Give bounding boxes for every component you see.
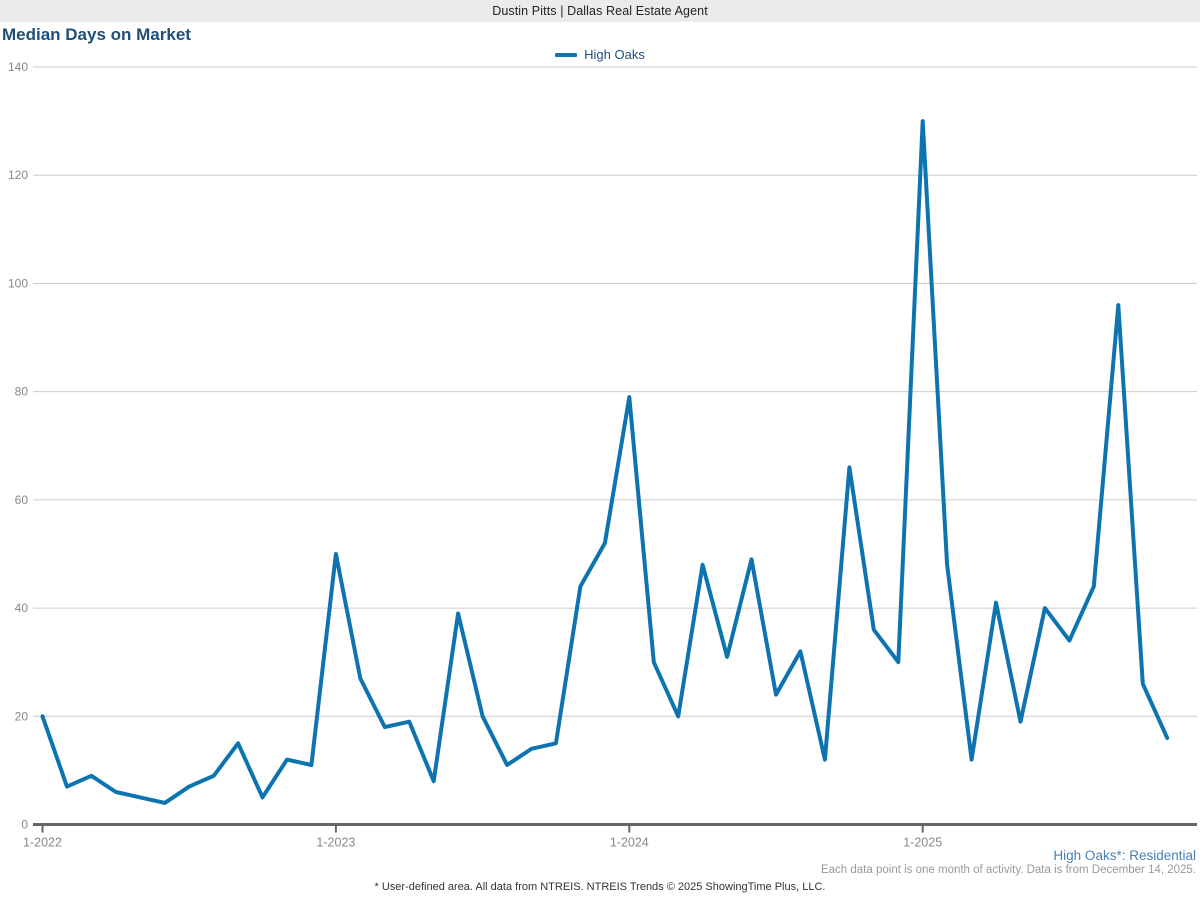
- y-axis-label: 0: [21, 818, 28, 832]
- y-axis-label: 100: [8, 276, 28, 290]
- x-axis-label: 1-2022: [23, 836, 62, 850]
- data-point-note: Each data point is one month of activity…: [820, 864, 1196, 876]
- site-title: Dustin Pitts | Dallas Real Estate Agent: [492, 4, 708, 18]
- x-axis-label: 1-2024: [610, 836, 649, 850]
- x-axis-label: 1-2023: [316, 836, 355, 850]
- header-bar: Dustin Pitts | Dallas Real Estate Agent: [0, 0, 1200, 22]
- y-axis-label: 80: [15, 385, 29, 399]
- legend-label: High Oaks: [584, 47, 645, 62]
- footer-disclaimer: * User-defined area. All data from NTREI…: [374, 881, 826, 893]
- x-axis-label: 1-2025: [903, 836, 942, 850]
- y-axis-label: 40: [15, 601, 29, 615]
- y-axis-label: 60: [15, 493, 29, 507]
- y-axis-label: 140: [8, 60, 28, 74]
- y-axis-label: 20: [15, 709, 29, 723]
- series-note-link[interactable]: High Oaks*: Residential: [1053, 848, 1196, 863]
- y-axis-label: 120: [8, 168, 28, 182]
- page-title: Median Days on Market: [2, 25, 191, 44]
- high-oaks-series-line: [40, 119, 1170, 805]
- legend: High Oaks: [0, 47, 1200, 62]
- legend-line-swatch-icon: [555, 52, 578, 57]
